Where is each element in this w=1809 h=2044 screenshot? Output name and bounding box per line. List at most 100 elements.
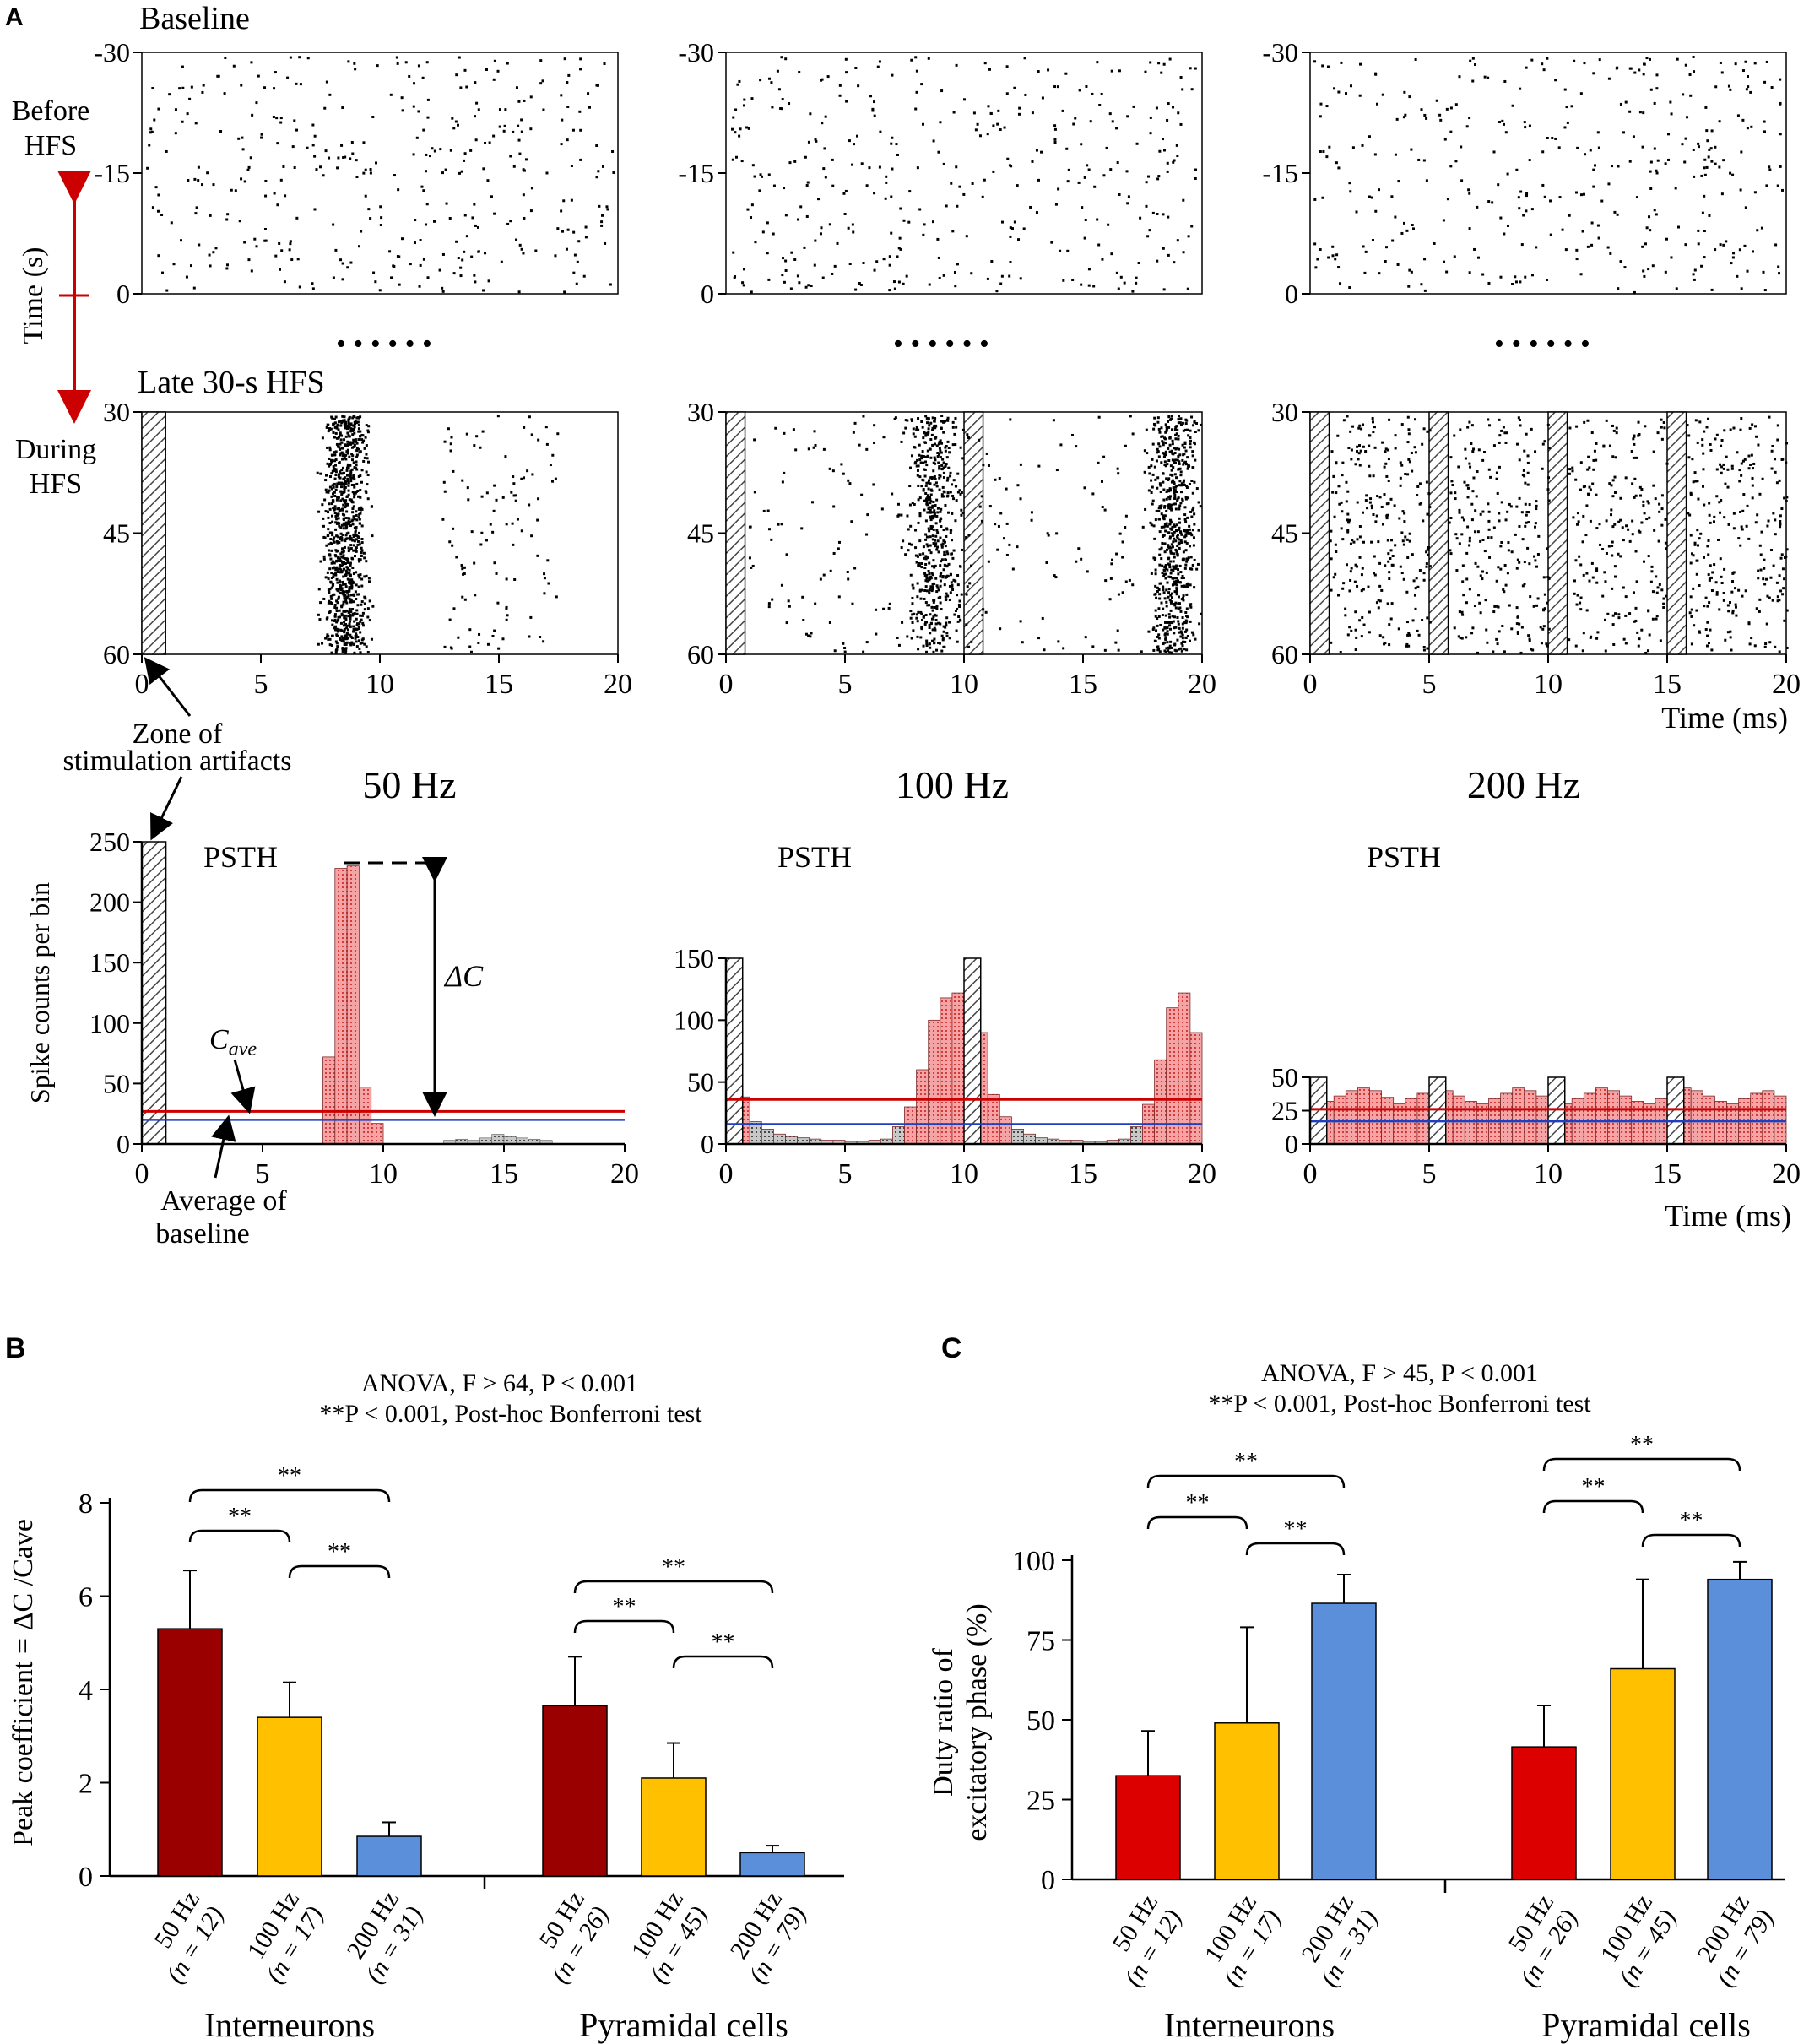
- spike-dot: [1010, 165, 1013, 168]
- spike-dot: [1141, 525, 1145, 529]
- spike-dot: [958, 489, 961, 492]
- spike-dot: [790, 251, 793, 254]
- spike-dot: [852, 230, 855, 234]
- spike-dot: [197, 165, 200, 169]
- spike-dot: [1158, 445, 1162, 448]
- spike-dot: [255, 245, 258, 248]
- spike-dot: [1362, 623, 1366, 626]
- spike-dot: [859, 283, 863, 286]
- spike-dot: [920, 485, 923, 488]
- spike-dot: [1131, 290, 1135, 293]
- spike-dot: [1104, 579, 1108, 583]
- spike-dot: [939, 601, 942, 605]
- spike-dot: [1162, 534, 1166, 537]
- spike-dot: [1693, 624, 1696, 627]
- x-tick-label: 15: [1069, 669, 1097, 700]
- spike-dot: [488, 141, 491, 144]
- spike-dot: [343, 643, 346, 647]
- spike-dot: [153, 118, 156, 122]
- spike-dot: [355, 623, 359, 626]
- spike-dot: [512, 543, 515, 546]
- spike-dot: [942, 625, 945, 628]
- spike-dot: [1770, 549, 1774, 552]
- spike-dot: [418, 285, 421, 288]
- spike-dot: [1535, 604, 1539, 607]
- spike-dot: [353, 526, 356, 529]
- spike-dot: [579, 68, 582, 71]
- spike-dot: [923, 468, 926, 471]
- spike-dot: [341, 637, 344, 640]
- spike-dot: [922, 461, 925, 464]
- spike-dot: [935, 607, 939, 610]
- spike-dot: [1363, 271, 1367, 274]
- spike-dot: [831, 158, 834, 161]
- spike-dot: [360, 614, 364, 617]
- spike-dot: [334, 431, 338, 435]
- spike-dot: [515, 86, 518, 89]
- spike-dot: [333, 567, 337, 570]
- spike-dot: [1709, 521, 1712, 524]
- spike-dot: [1157, 175, 1161, 178]
- spike-dot: [344, 642, 348, 646]
- spike-dot: [1543, 607, 1546, 610]
- spike-dot: [1161, 572, 1164, 575]
- spike-dot: [1487, 510, 1491, 513]
- spike-dot: [1583, 62, 1586, 65]
- spike-dot: [788, 605, 791, 608]
- spike-dot: [1178, 462, 1181, 465]
- significance-bracket: [1245, 1542, 1346, 1556]
- spike-dot: [1177, 648, 1180, 651]
- spike-dot: [1681, 143, 1684, 146]
- spike-dot: [414, 219, 417, 222]
- y-tick-label: -15: [678, 158, 714, 188]
- spike-dot: [241, 136, 244, 139]
- spike-dot: [555, 595, 558, 599]
- spike-dot: [1162, 568, 1166, 572]
- spike-dot: [339, 438, 343, 442]
- spike-dot: [1770, 467, 1774, 470]
- spike-dot: [1329, 539, 1332, 543]
- spike-dot: [360, 438, 364, 442]
- ellipsis-dots-50: • • • • • •: [336, 328, 432, 360]
- spike-dot: [923, 622, 927, 626]
- spike-dot: [329, 581, 333, 584]
- spike-dot: [332, 572, 335, 576]
- spike-dot: [240, 177, 243, 181]
- spike-dot: [1194, 168, 1198, 171]
- spike-dot: [1151, 473, 1155, 476]
- spike-dot: [929, 622, 933, 626]
- spike-dot: [1017, 112, 1021, 116]
- spike-dot: [1719, 61, 1722, 64]
- spike-dot: [780, 583, 783, 587]
- spike-dot: [1053, 138, 1057, 141]
- spike-dot: [1714, 581, 1718, 584]
- spike-dot: [344, 614, 347, 617]
- spike-dot: [1653, 147, 1656, 150]
- spike-dot: [421, 76, 425, 79]
- spike-dot: [1449, 456, 1453, 459]
- spike-dot: [951, 583, 954, 587]
- spike-dot: [1740, 150, 1743, 154]
- spike-dot: [1582, 573, 1585, 577]
- spike-dot: [356, 543, 360, 546]
- spike-dot: [352, 544, 355, 547]
- spike-dot: [343, 423, 346, 426]
- spike-dot: [784, 214, 788, 217]
- spike-dot: [1502, 426, 1505, 429]
- spike-dot: [1461, 564, 1465, 567]
- spike-dot: [340, 555, 344, 558]
- spike-dot: [1720, 472, 1723, 475]
- spike-dot: [351, 491, 355, 494]
- spike-dot: [1368, 474, 1372, 478]
- spike-dot: [1479, 539, 1482, 543]
- spike-dot: [1619, 260, 1622, 263]
- spike-dot: [1368, 464, 1371, 468]
- spike-dot: [1691, 458, 1694, 461]
- spike-dot: [828, 467, 831, 470]
- spike-dot: [953, 432, 956, 436]
- spike-dot: [1403, 90, 1406, 94]
- spike-dot: [1517, 196, 1520, 199]
- spike-dot: [1590, 561, 1594, 565]
- spike-dot: [1029, 205, 1032, 209]
